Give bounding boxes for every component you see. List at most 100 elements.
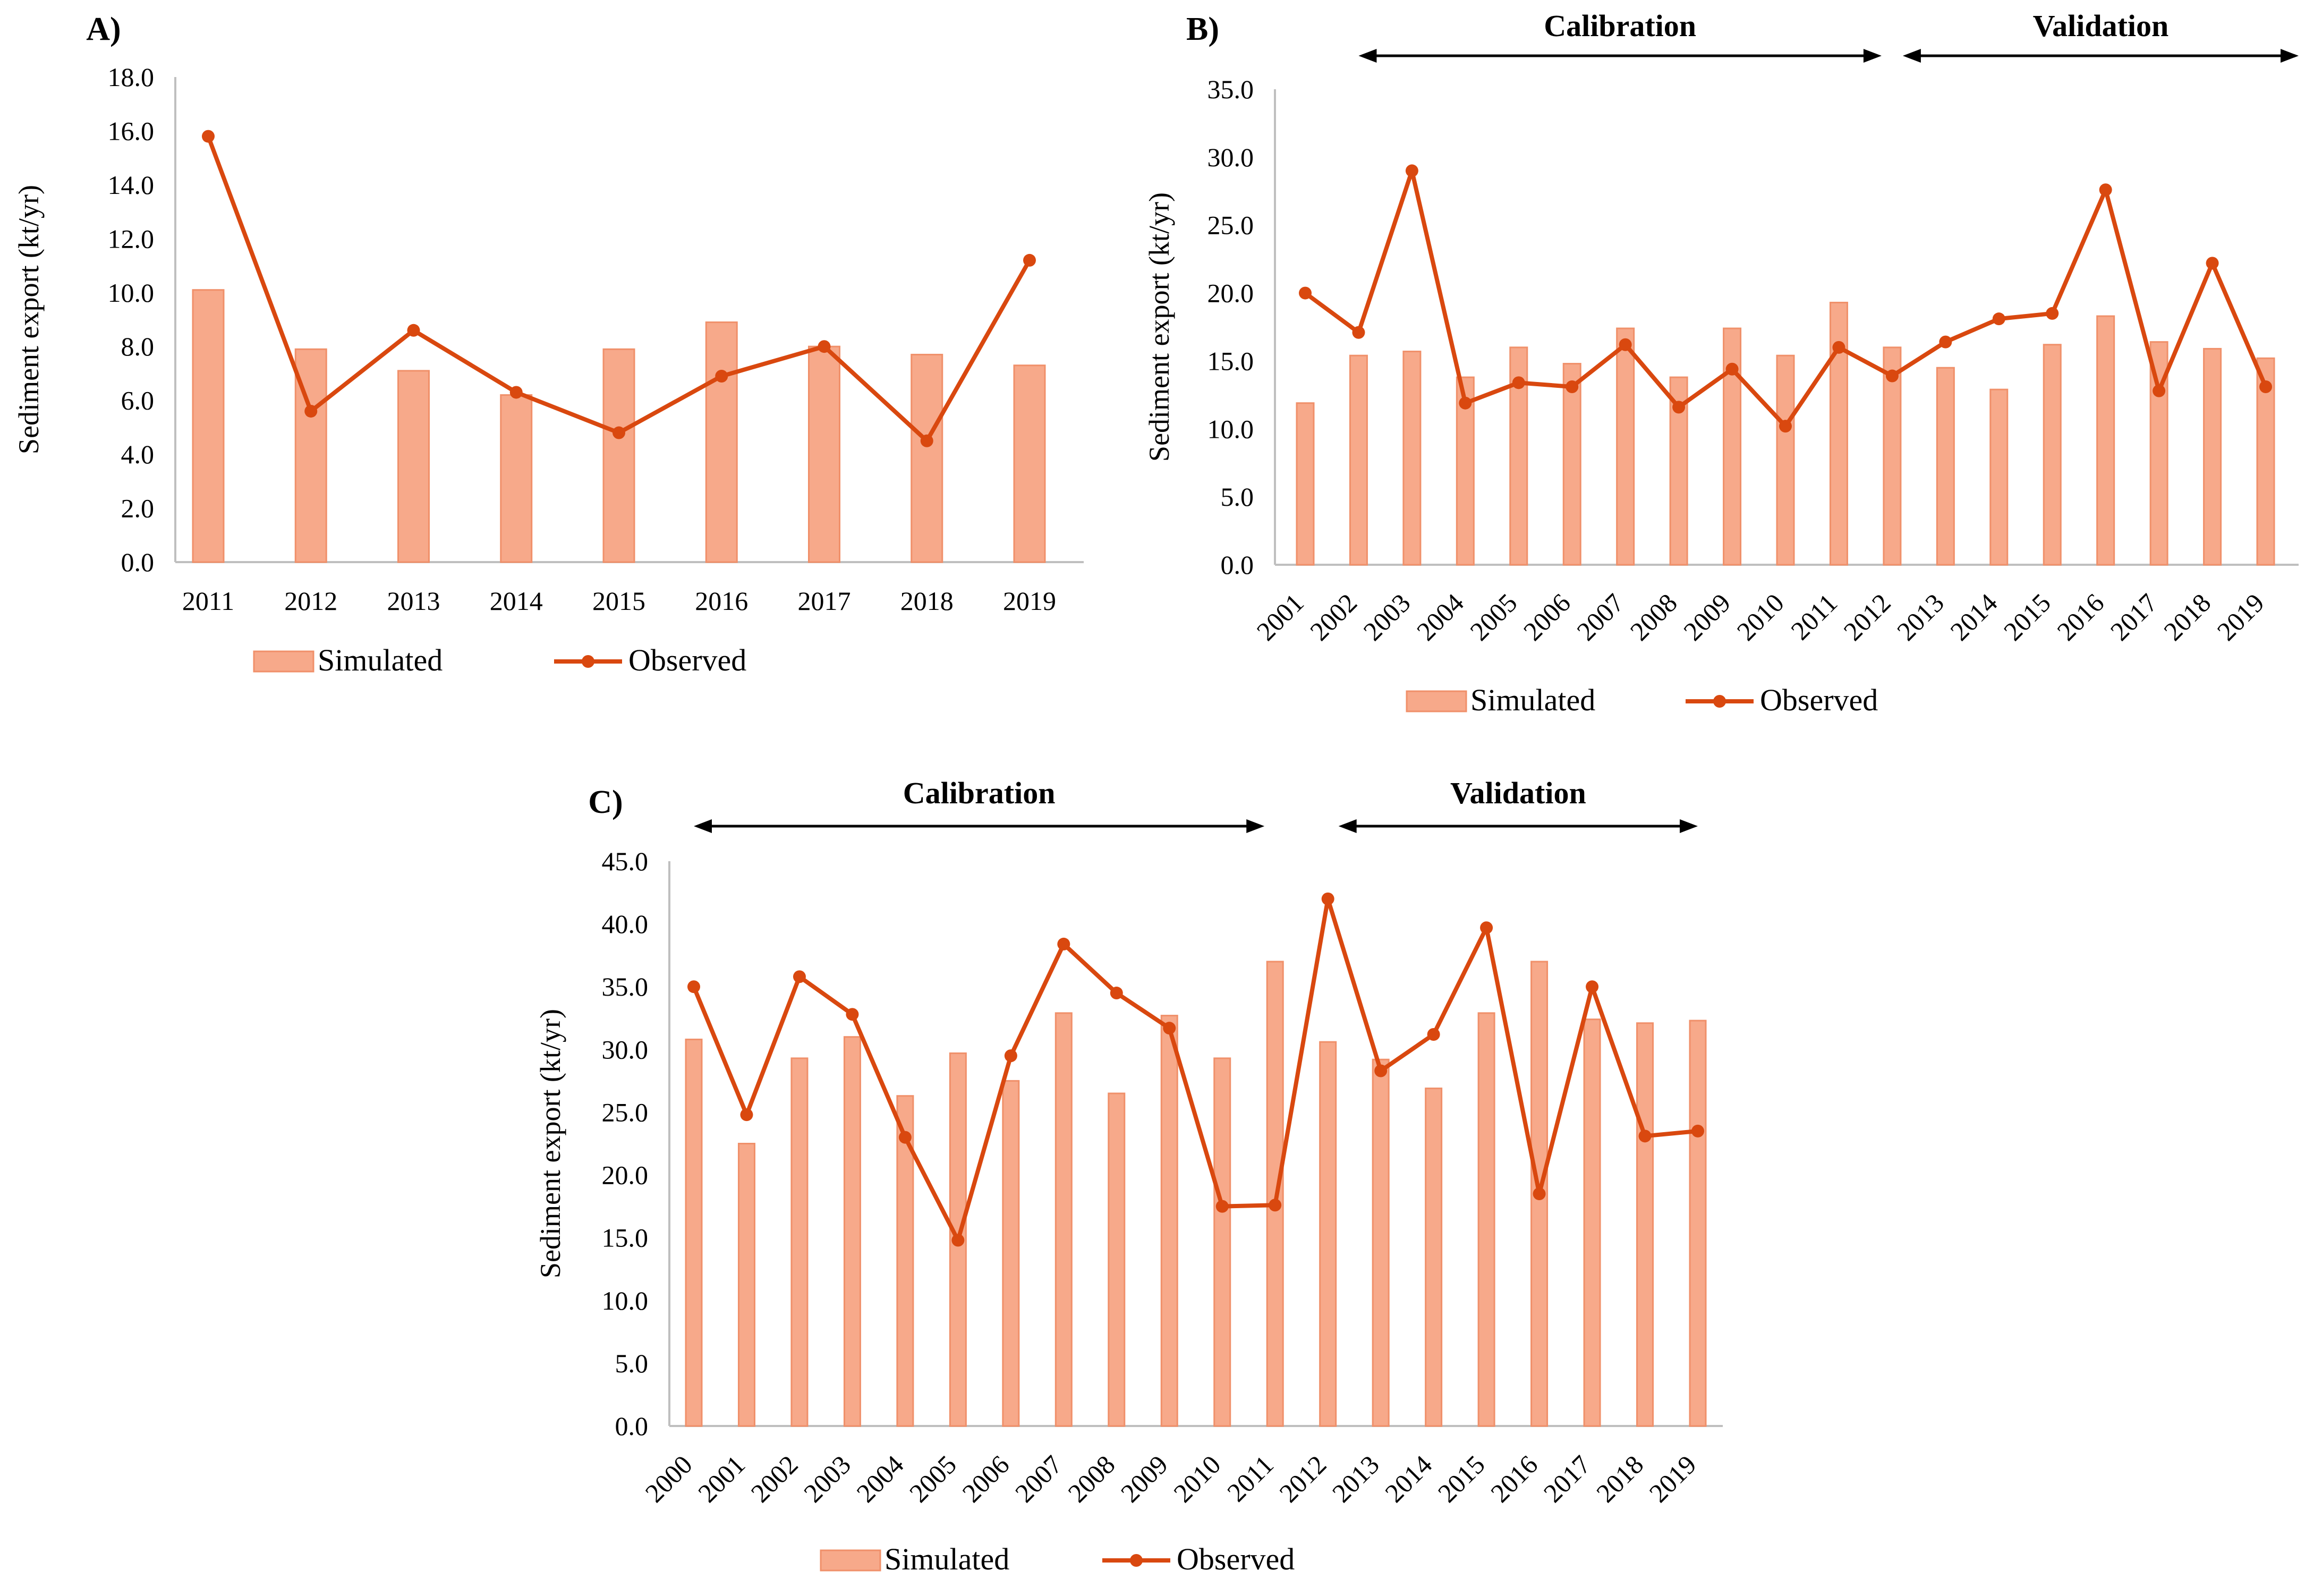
bar-simulated: [1616, 327, 1635, 566]
x-tick-label: 2006: [1518, 588, 1576, 646]
x-tick-label: 2006: [956, 1449, 1015, 1508]
point-observed: [1691, 1124, 1704, 1137]
x-tick-label: 2018: [900, 586, 954, 616]
legend-marker-observed: [1130, 1554, 1143, 1567]
y-axis-label: Sediment export (kt/yr): [1143, 192, 1175, 462]
x-tick-label: 2018: [1590, 1449, 1649, 1508]
bar-simulated: [1372, 1058, 1390, 1427]
x-tick-label: 2004: [1411, 588, 1469, 646]
arrowhead-right: [1863, 49, 1882, 63]
bar-simulated: [1936, 367, 1955, 566]
legend-label-observed: Observed: [1177, 1542, 1295, 1576]
point-observed: [818, 340, 831, 353]
y-tick-label: 14.0: [108, 170, 155, 200]
y-tick-label: 10.0: [602, 1286, 649, 1315]
x-tick-label: 2013: [387, 586, 440, 616]
panel-label: B): [1186, 11, 1219, 47]
panel-label: C): [588, 784, 623, 820]
point-observed: [1459, 396, 1472, 410]
x-tick-label: 2009: [1115, 1449, 1173, 1508]
x-tick-label: 2010: [1731, 588, 1789, 646]
y-tick-label: 20.0: [1207, 278, 1254, 308]
bar-simulated: [705, 321, 738, 563]
y-tick-label: 30.0: [602, 1034, 649, 1064]
y-tick-label: 16.0: [108, 116, 155, 146]
bar-simulated: [808, 345, 840, 563]
panel-label: A): [86, 11, 121, 47]
point-observed: [1533, 1187, 1546, 1200]
y-axis-label: Sediment export (kt/yr): [534, 1009, 566, 1278]
x-tick-label: 2015: [1998, 588, 2056, 646]
point-observed: [687, 980, 700, 994]
point-observed: [2259, 380, 2272, 394]
x-tick-label: 2012: [1838, 588, 1896, 646]
y-tick-label: 2.0: [121, 494, 155, 523]
legend-label-observed: Observed: [1760, 683, 1878, 717]
x-tick-label: 2016: [2051, 588, 2110, 646]
bar-simulated: [1319, 1041, 1337, 1427]
bar-simulated: [1689, 1020, 1707, 1427]
y-axis-label: Sediment export (kt/yr): [13, 185, 45, 454]
y-tick-label: 40.0: [602, 909, 649, 939]
bar-simulated: [2203, 347, 2222, 566]
x-tick-label: 2019: [1643, 1449, 1702, 1508]
point-observed: [1619, 338, 1632, 351]
x-tick-label: 2007: [1571, 588, 1629, 646]
bar-simulated: [397, 370, 430, 563]
legend-swatch-simulated: [1406, 690, 1467, 712]
x-tick-label: 2001: [692, 1449, 751, 1508]
x-tick-label: 2002: [745, 1449, 803, 1508]
x-tick-label: 2004: [850, 1449, 909, 1508]
x-tick-label: 2015: [592, 586, 645, 616]
point-observed: [1405, 164, 1418, 177]
y-tick-label: 25.0: [1207, 210, 1254, 240]
bar-simulated: [1054, 1012, 1073, 1427]
legend-label-simulated: Simulated: [884, 1542, 1009, 1576]
x-tick-label: 2014: [1944, 588, 2003, 646]
point-observed: [715, 370, 728, 383]
x-tick-label: 2002: [1304, 588, 1363, 646]
x-tick-label: 2008: [1062, 1449, 1120, 1508]
y-tick-label: 0.0: [1221, 550, 1254, 580]
x-tick-label: 2000: [639, 1449, 698, 1508]
line-observed: [692, 896, 1698, 1243]
x-tick-label: 2016: [695, 586, 748, 616]
y-tick-label: 10.0: [1207, 414, 1254, 444]
point-observed: [793, 970, 806, 983]
y-tick-label: 5.0: [1221, 482, 1254, 512]
bar-simulated: [685, 1038, 703, 1427]
bar-simulated: [1989, 388, 2009, 566]
bar-simulated: [737, 1143, 755, 1427]
y-tick-label: 15.0: [602, 1223, 649, 1253]
y-tick-label: 45.0: [602, 846, 649, 876]
point-observed: [2153, 384, 2166, 397]
point-observed: [1512, 376, 1525, 389]
arrowhead-left: [1338, 819, 1357, 833]
y-tick-label: 0.0: [121, 547, 155, 577]
x-tick-label: 2014: [1379, 1449, 1438, 1508]
x-tick-label: 2001: [1251, 588, 1309, 646]
point-observed: [1566, 380, 1579, 394]
bar-simulated: [1583, 1018, 1601, 1427]
point-observed: [202, 130, 215, 143]
x-tick-label: 2011: [182, 586, 234, 616]
y-tick-label: 35.0: [1207, 74, 1254, 104]
point-observed: [2046, 307, 2059, 320]
point-observed: [1057, 937, 1070, 950]
point-observed: [613, 426, 625, 439]
point-observed: [1299, 286, 1312, 300]
point-observed: [304, 404, 318, 418]
x-tick-label: 2005: [904, 1449, 962, 1508]
x-tick-label: 2011: [1785, 588, 1843, 646]
point-observed: [1269, 1199, 1282, 1212]
point-observed: [1427, 1028, 1440, 1041]
point-observed: [920, 434, 933, 447]
point-observed: [407, 324, 420, 337]
x-tick-label: 2018: [2158, 588, 2216, 646]
bar-simulated: [1477, 1012, 1495, 1427]
point-observed: [1163, 1022, 1176, 1035]
arrowhead-right: [2281, 49, 2299, 63]
x-tick-label: 2009: [1678, 588, 1736, 646]
point-observed: [1672, 401, 1686, 414]
